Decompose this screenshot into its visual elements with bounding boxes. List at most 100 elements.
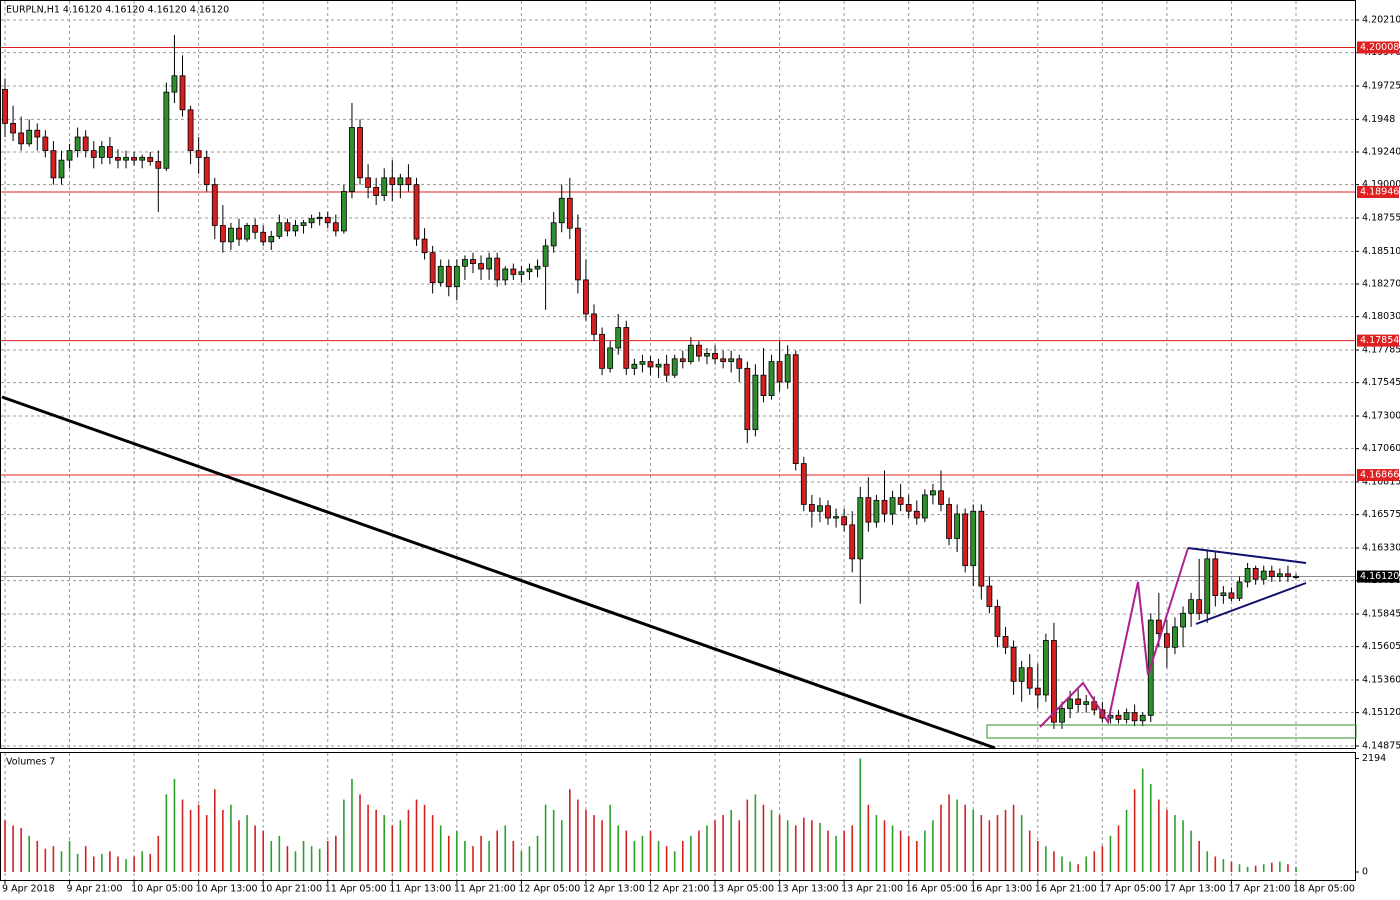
candle-body [905, 504, 912, 512]
candle-body [1131, 712, 1138, 722]
candle-body [74, 136, 81, 152]
candle-body [1059, 708, 1065, 723]
candle-body [720, 358, 727, 362]
y-tick-label: 4.14875 [1362, 740, 1400, 751]
candle-body [1260, 570, 1267, 580]
candle-body [236, 227, 242, 240]
x-tick-label: 10 Apr 13:00 [196, 884, 258, 895]
candle-body [139, 157, 146, 161]
candle-body [462, 259, 468, 267]
current-price-label: 4.16120 [1360, 571, 1399, 582]
candle-body [881, 499, 888, 515]
candle-body [1276, 573, 1283, 577]
candle-body [123, 157, 129, 161]
candle-body [1244, 567, 1251, 583]
x-tick-label: 10 Apr 05:00 [131, 884, 193, 895]
candle-body [1268, 570, 1275, 577]
candle-body [792, 354, 799, 465]
candle-body [663, 363, 670, 376]
marks [1, 34, 1355, 872]
candle-body [486, 257, 493, 270]
candle-body [954, 513, 961, 539]
candle-body [978, 510, 985, 587]
candle-body [1220, 592, 1227, 596]
candle-body [502, 268, 509, 281]
candle-body [704, 352, 710, 357]
candle-body [833, 516, 839, 519]
x-tick-label: 16 Apr 21:00 [1035, 884, 1097, 895]
x-tick-label: 12 Apr 05:00 [518, 884, 580, 895]
candle-body [1228, 592, 1235, 599]
candle-body [268, 235, 275, 243]
candle-body [623, 327, 630, 369]
candle-body [340, 191, 347, 232]
candle-body [292, 225, 299, 232]
candle-body [405, 177, 412, 186]
level-label-bg [1357, 186, 1399, 199]
candle-body [566, 197, 573, 229]
candle-body [494, 257, 501, 281]
candle-body [10, 123, 16, 134]
candle-body [712, 352, 718, 360]
y-tick-label: 4.19000 [1362, 179, 1400, 190]
candle-body [219, 225, 226, 243]
triangle-lower [1195, 582, 1307, 625]
candle-body [260, 231, 267, 243]
level-label: 4.18946 [1360, 187, 1399, 198]
y-tick-label: 4.19725 [1362, 80, 1400, 91]
candle-body [970, 510, 977, 567]
candle-body [526, 268, 533, 273]
candle-body [607, 347, 614, 369]
x-tick-label: 12 Apr 13:00 [583, 884, 645, 895]
candle-body [1252, 567, 1259, 580]
candle-body [1026, 667, 1033, 689]
y-tick-label: 4.16330 [1362, 542, 1400, 553]
trend-line [1, 395, 996, 750]
price-pane-border [0, 0, 1356, 749]
x-tick-label: 13 Apr 13:00 [777, 884, 839, 895]
level-label: 4.16866 [1360, 470, 1399, 481]
candle-body [946, 504, 952, 539]
candle-body [1285, 573, 1291, 577]
triangle-upper [1187, 547, 1307, 564]
candle-body [897, 497, 904, 505]
candle-body [308, 218, 315, 224]
candle-body [1075, 698, 1082, 705]
candle-body [986, 585, 993, 607]
candle-body [373, 186, 380, 196]
volume-tick-label: 2194 [1362, 753, 1386, 764]
level-label: 4.17854 [1360, 335, 1399, 346]
candle-body [203, 157, 210, 186]
candle-body [163, 91, 170, 169]
candle-body [583, 279, 589, 315]
y-tick-label: 4.18755 [1362, 212, 1400, 223]
candle-body [98, 146, 105, 158]
candle-body [938, 490, 944, 505]
y-tick-label: 4.15360 [1362, 674, 1400, 685]
candle-body [42, 136, 49, 152]
candle-body [687, 344, 694, 362]
candle-body [857, 497, 864, 560]
candle-body [865, 497, 872, 523]
candle-body [1172, 626, 1178, 648]
y-tick-label: 4.16815 [1362, 476, 1400, 487]
x-tick-label: 16 Apr 13:00 [970, 884, 1032, 895]
candle-body [26, 129, 33, 145]
candle-body [1180, 612, 1186, 628]
candle-body [131, 157, 138, 161]
candle-body [808, 504, 815, 512]
candle-body [671, 358, 678, 376]
candle-body [1196, 599, 1203, 614]
axis-labels: 4.202104.199704.197254.19484.192404.1900… [2, 15, 1400, 895]
candle-body [647, 361, 654, 368]
candle-body [397, 177, 404, 186]
candle-body [252, 225, 259, 233]
candle-body [349, 127, 355, 192]
candle-body [930, 490, 936, 496]
candle-body [591, 313, 597, 335]
level-label: 4.20008 [1360, 42, 1399, 53]
y-tick-label: 4.18510 [1362, 246, 1400, 257]
candle-body [429, 252, 436, 284]
